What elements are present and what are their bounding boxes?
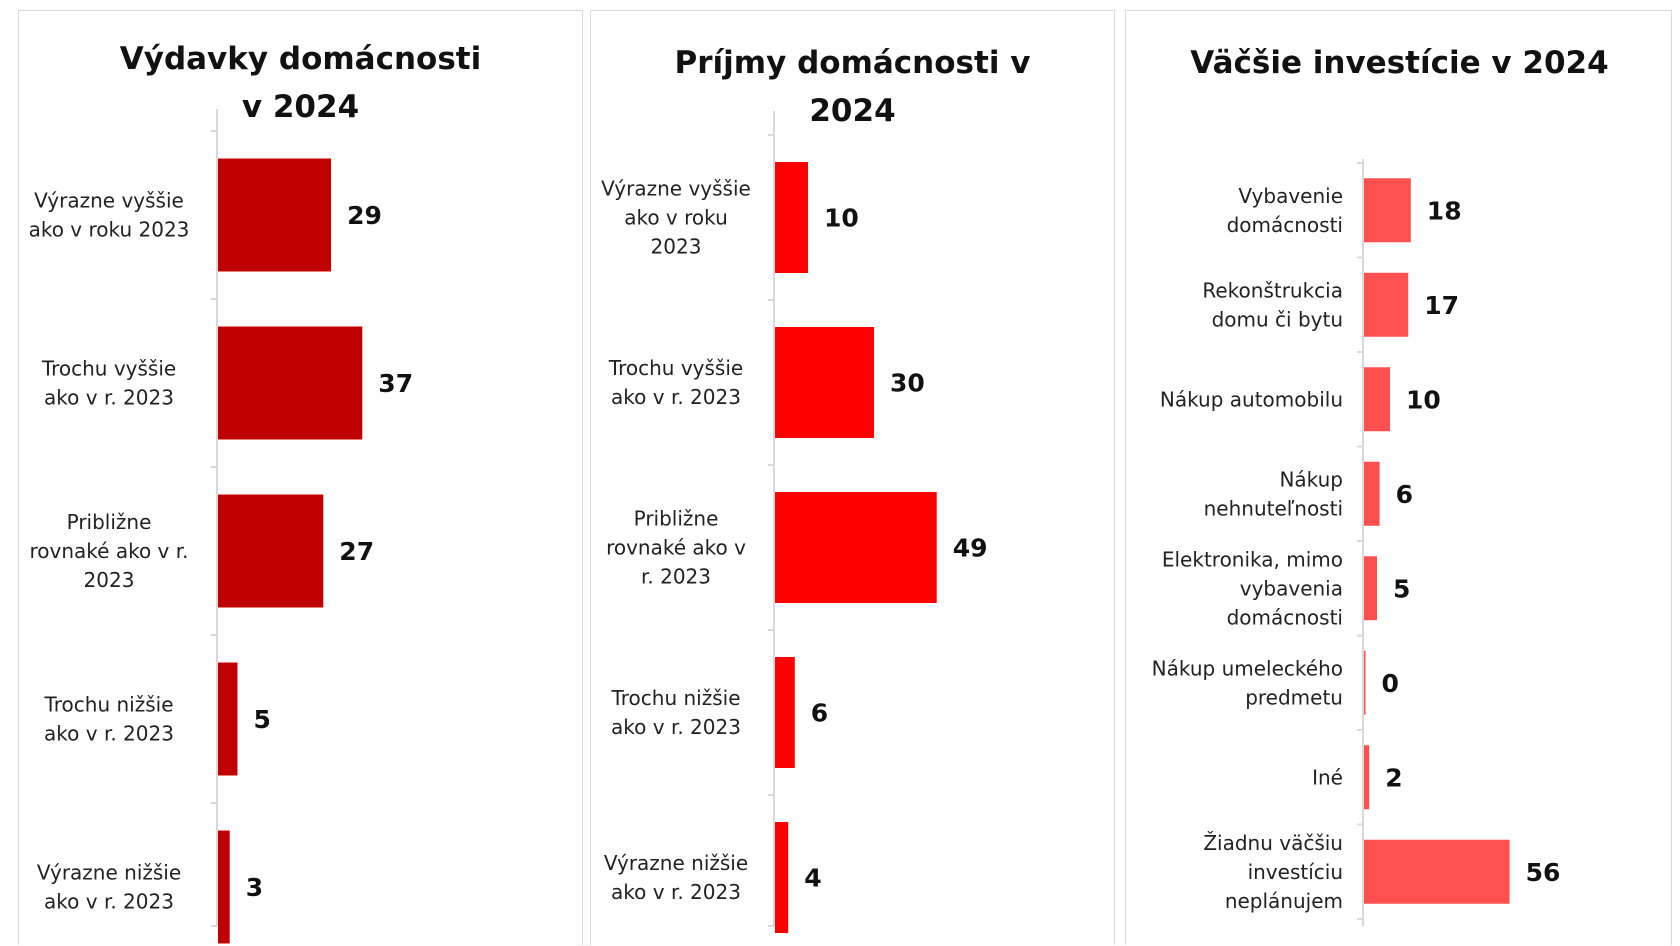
data-label: 0 bbox=[1382, 669, 1399, 698]
category-label: Trochu nižšie ako v r. 2023 bbox=[43, 693, 173, 746]
data-label: 49 bbox=[953, 534, 988, 563]
chart-income: 10 Výrazne vyššie ako v roku 2023 30 Trochu v… bbox=[601, 111, 988, 933]
bar bbox=[775, 162, 808, 273]
data-label: 5 bbox=[254, 705, 271, 734]
bar bbox=[775, 657, 795, 768]
category-label: Rekonštrukcia domu či bytu bbox=[1202, 278, 1343, 331]
data-label: 29 bbox=[347, 201, 382, 230]
bar bbox=[1364, 272, 1409, 337]
chart-investments: 18 Vybavenie domácnosti 17 Rekonštrukcia domu… bbox=[1152, 159, 1561, 926]
category-label: Výrazne nižšie ako v r. 2023 bbox=[604, 851, 748, 904]
data-label: 5 bbox=[1393, 574, 1410, 603]
data-label: 6 bbox=[811, 699, 828, 728]
chart-panel-expenses: Výdavky domácnosti v 2024 29 Výrazne vyšš… bbox=[18, 10, 583, 945]
bar bbox=[1364, 461, 1380, 526]
category-label: Trochu nižšie ako v r. 2023 bbox=[610, 686, 740, 739]
bar bbox=[1364, 839, 1510, 904]
category-label: Výrazne vyššie ako v roku 2023 bbox=[29, 189, 190, 242]
chart-title: Príjmy domácnosti v 2024 bbox=[674, 45, 1031, 129]
category-label: Nákup automobilu bbox=[1160, 387, 1343, 411]
category-label: Iné bbox=[1312, 765, 1343, 789]
category-label: Žiadnu väčšiu investíciu neplánujem bbox=[1203, 831, 1343, 913]
category-label: Nákup nehnuteľnosti bbox=[1204, 467, 1343, 520]
category-label: Približne rovnaké ako v r. 2023 bbox=[30, 510, 189, 592]
bar bbox=[218, 158, 332, 272]
bar bbox=[218, 662, 238, 776]
data-label: 3 bbox=[246, 873, 263, 902]
bar bbox=[218, 326, 363, 440]
data-label: 10 bbox=[1406, 385, 1441, 414]
bar bbox=[775, 327, 874, 438]
bar bbox=[218, 494, 324, 608]
chart-title: Výdavky domácnosti v 2024 bbox=[119, 41, 482, 125]
category-label: Nákup umeleckého predmetu bbox=[1152, 656, 1343, 709]
bar bbox=[1364, 556, 1377, 621]
chart-expenses: 29 Výrazne vyššie ako v roku 2023 37 Trochu … bbox=[29, 109, 413, 944]
data-label: 30 bbox=[890, 369, 925, 398]
category-label: Výrazne nižšie ako v r. 2023 bbox=[37, 861, 181, 914]
bar bbox=[775, 822, 789, 933]
chart-panel-investments: Väčšie investície v 2024 18 Vybavenie domá… bbox=[1125, 10, 1672, 945]
category-label: Elektronika, mimo vybavenia domácnosti bbox=[1162, 547, 1343, 629]
category-label: Približne rovnaké ako v r. 2023 bbox=[606, 507, 746, 589]
data-label: 27 bbox=[339, 537, 374, 566]
bar bbox=[1364, 178, 1411, 243]
category-label: Výrazne vyššie ako v roku 2023 bbox=[601, 177, 751, 259]
data-label: 56 bbox=[1526, 858, 1561, 887]
data-label: 2 bbox=[1385, 763, 1402, 792]
data-label: 37 bbox=[378, 369, 413, 398]
data-label: 18 bbox=[1427, 196, 1462, 225]
chart-panel-income: Príjmy domácnosti v 2024 10 Výrazne vyšši… bbox=[590, 10, 1115, 945]
bar bbox=[775, 492, 937, 603]
bar bbox=[1364, 367, 1390, 432]
category-label: Trochu vyššie ako v r. 2023 bbox=[41, 357, 176, 410]
data-label: 4 bbox=[804, 864, 821, 893]
category-label: Trochu vyššie ako v r. 2023 bbox=[608, 356, 743, 409]
category-label: Vybavenie domácnosti bbox=[1227, 184, 1343, 237]
data-label: 6 bbox=[1396, 480, 1413, 509]
data-label: 10 bbox=[824, 204, 859, 233]
bar bbox=[1364, 650, 1366, 715]
bar bbox=[218, 830, 230, 944]
chart-title: Väčšie investície v 2024 bbox=[1190, 45, 1609, 81]
data-label: 17 bbox=[1424, 291, 1459, 320]
bar bbox=[1364, 745, 1370, 810]
